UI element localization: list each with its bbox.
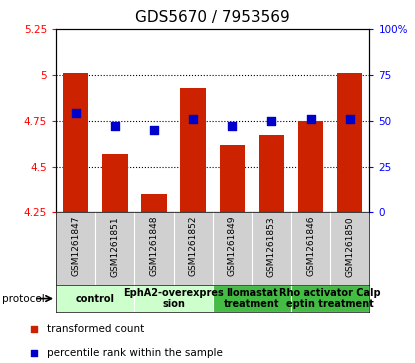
Point xyxy=(31,326,37,332)
Point xyxy=(229,123,236,129)
Bar xyxy=(134,285,213,312)
Point xyxy=(72,110,79,116)
Bar xyxy=(220,144,245,212)
Point xyxy=(268,118,275,123)
Point xyxy=(112,123,118,129)
Text: GSM1261849: GSM1261849 xyxy=(228,216,237,277)
Bar xyxy=(56,285,134,312)
Text: GSM1261846: GSM1261846 xyxy=(306,216,315,277)
Text: GSM1261852: GSM1261852 xyxy=(188,216,198,277)
Text: percentile rank within the sample: percentile rank within the sample xyxy=(47,348,223,358)
Bar xyxy=(337,73,362,212)
Text: Rho activator Calp
eptin treatment: Rho activator Calp eptin treatment xyxy=(279,288,381,309)
Title: GDS5670 / 7953569: GDS5670 / 7953569 xyxy=(135,10,290,25)
Point xyxy=(307,116,314,122)
Bar xyxy=(63,73,88,212)
Text: GSM1261848: GSM1261848 xyxy=(149,216,159,277)
Text: GSM1261851: GSM1261851 xyxy=(110,216,119,277)
Bar xyxy=(298,121,323,212)
Bar xyxy=(102,154,127,212)
Bar xyxy=(181,88,206,212)
Bar xyxy=(291,285,369,312)
Point xyxy=(151,127,157,133)
Text: transformed count: transformed count xyxy=(47,324,145,334)
Text: GSM1261853: GSM1261853 xyxy=(267,216,276,277)
Text: EphA2-overexpres
sion: EphA2-overexpres sion xyxy=(123,288,224,309)
Point xyxy=(190,116,196,122)
Bar xyxy=(259,135,284,212)
Text: GSM1261850: GSM1261850 xyxy=(345,216,354,277)
Text: Ilomastat
treatment: Ilomastat treatment xyxy=(224,288,280,309)
Text: control: control xyxy=(76,294,115,303)
Bar xyxy=(141,194,167,212)
Point xyxy=(347,116,353,122)
Text: GSM1261847: GSM1261847 xyxy=(71,216,80,277)
Text: protocol: protocol xyxy=(2,294,45,303)
Bar xyxy=(213,285,291,312)
Point xyxy=(31,350,37,356)
